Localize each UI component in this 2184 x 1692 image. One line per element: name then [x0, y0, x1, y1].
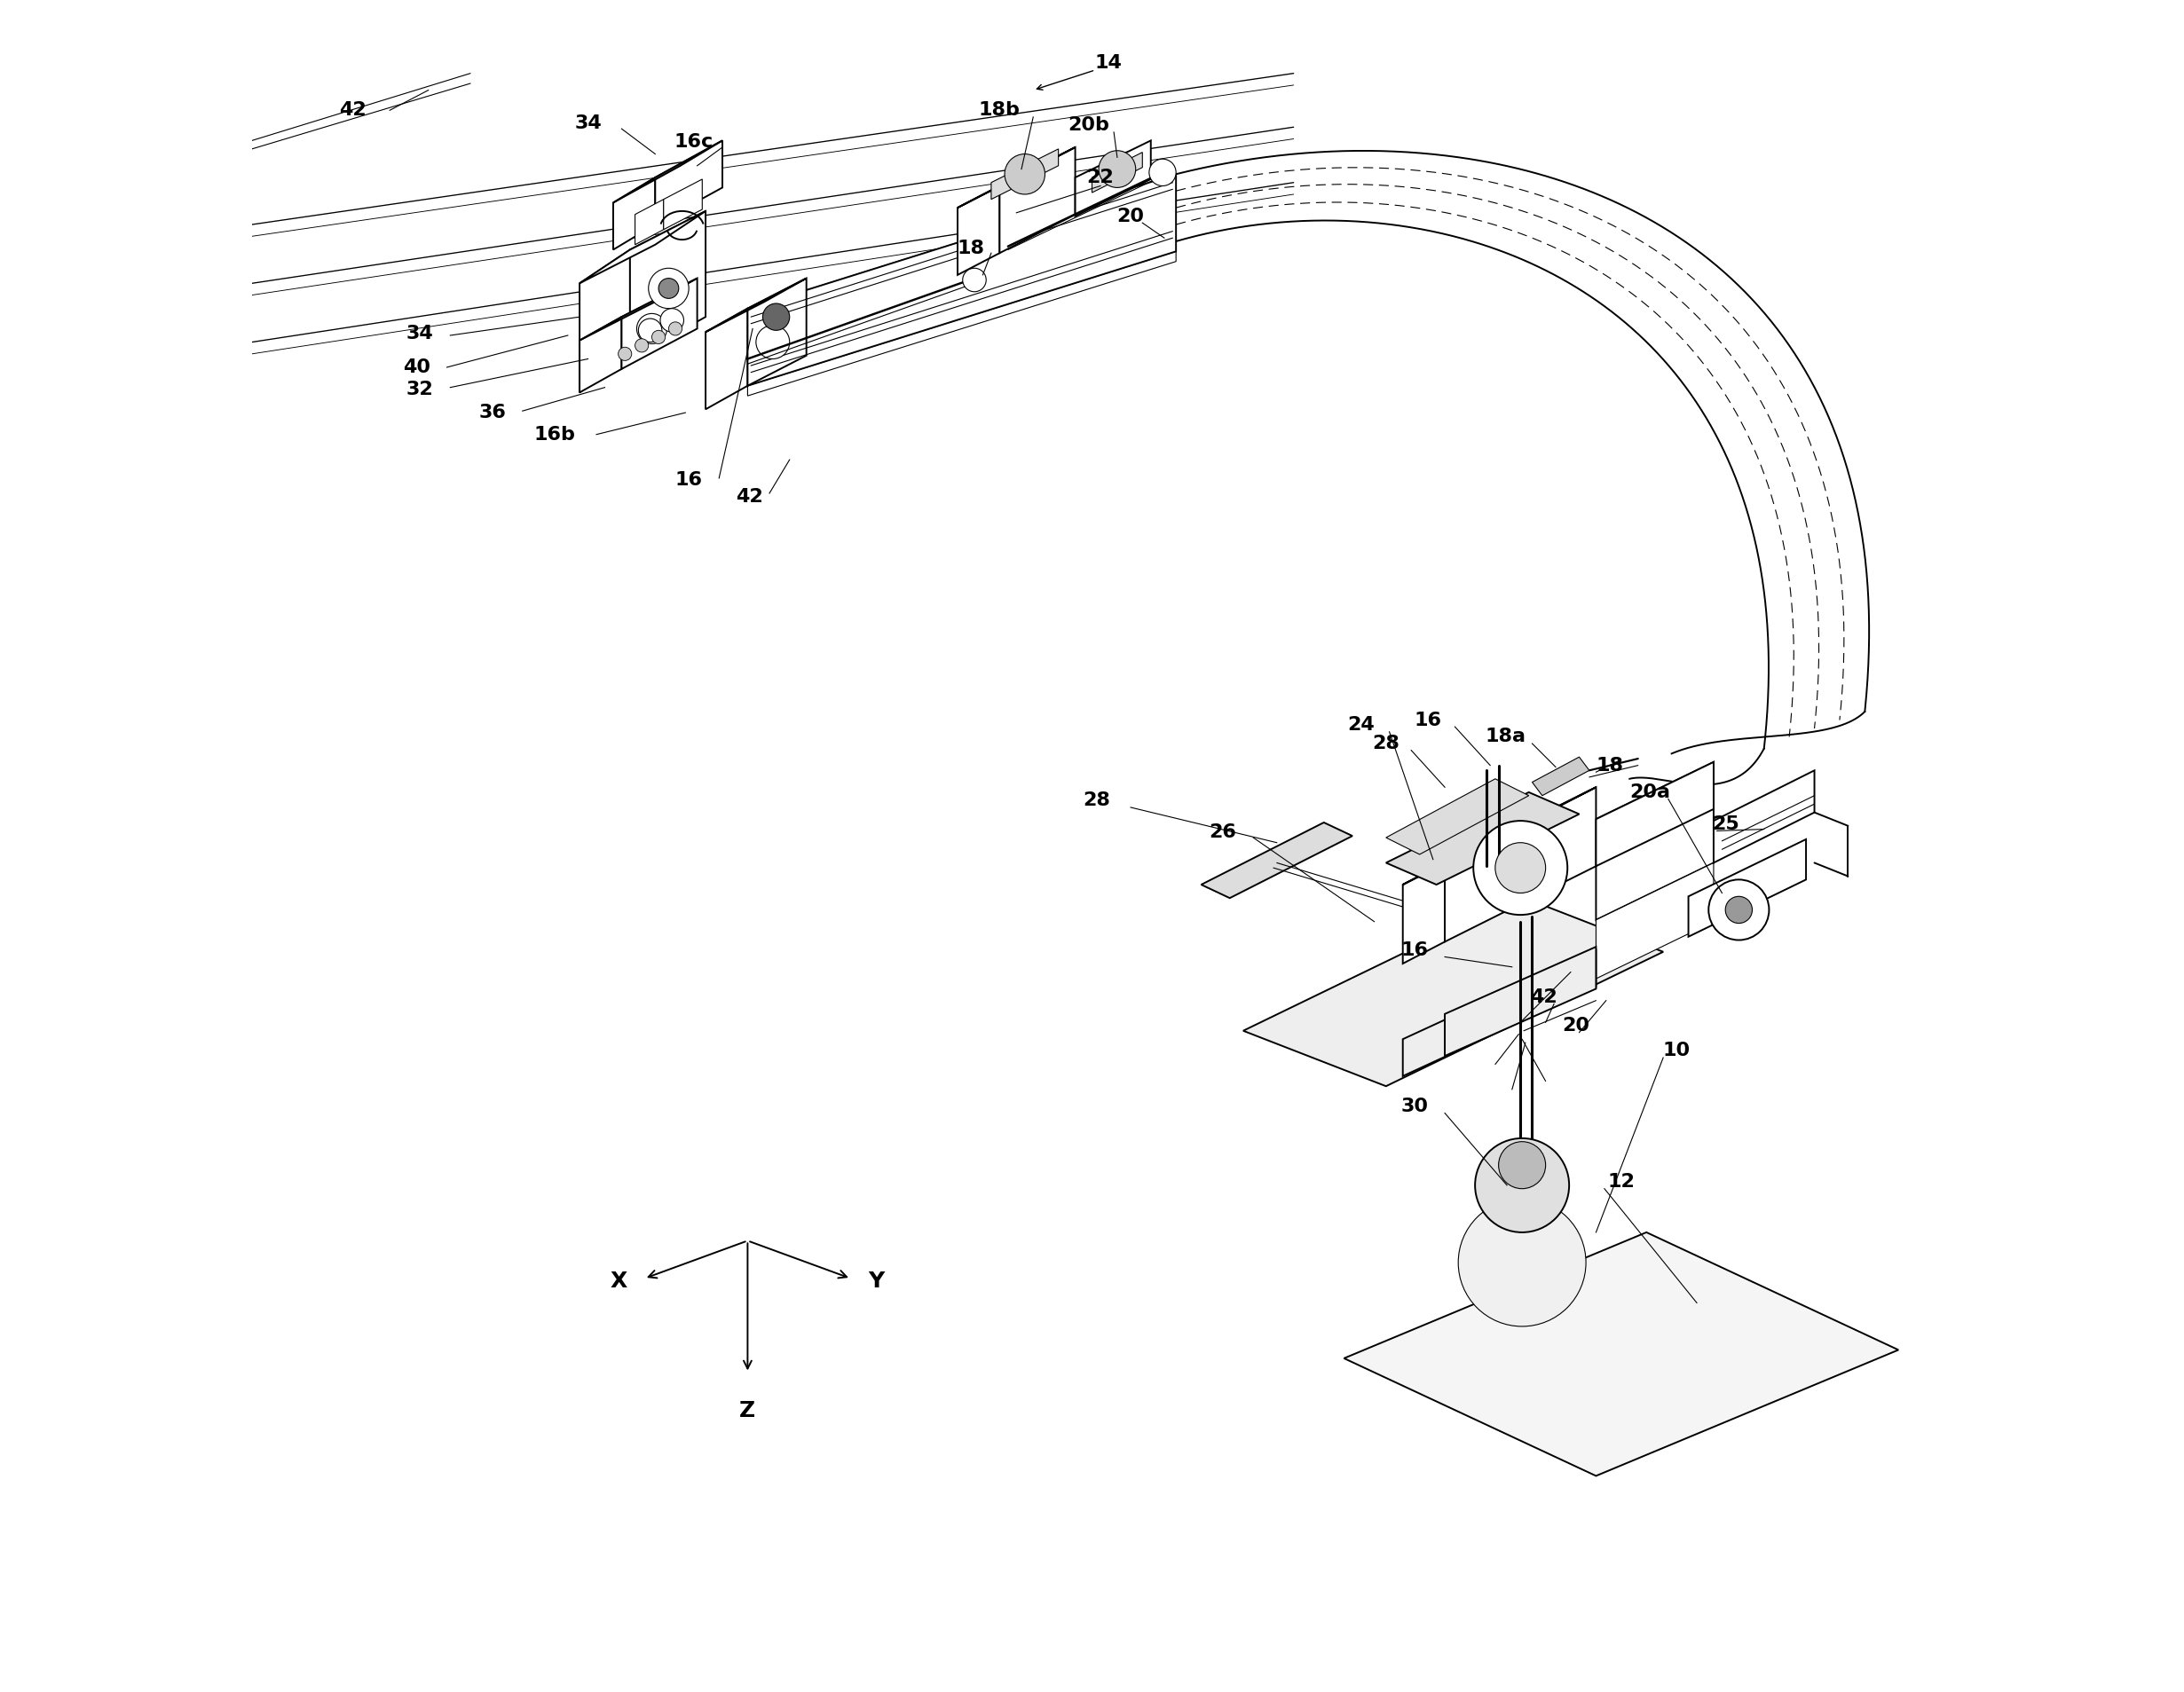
- Text: 18: 18: [957, 239, 985, 257]
- Text: 32: 32: [406, 381, 435, 398]
- Polygon shape: [1597, 863, 1714, 978]
- Polygon shape: [1533, 756, 1590, 795]
- Text: 16: 16: [675, 470, 703, 489]
- Polygon shape: [579, 212, 705, 283]
- Text: Y: Y: [867, 1271, 885, 1291]
- Polygon shape: [622, 277, 697, 369]
- Text: 28: 28: [1083, 792, 1112, 809]
- Text: 12: 12: [1607, 1173, 1636, 1191]
- Circle shape: [618, 347, 631, 360]
- Polygon shape: [957, 186, 1000, 274]
- Circle shape: [660, 277, 679, 298]
- Circle shape: [756, 325, 791, 359]
- Circle shape: [1474, 1139, 1568, 1232]
- Polygon shape: [579, 316, 622, 393]
- Polygon shape: [1243, 897, 1664, 1086]
- Circle shape: [1005, 154, 1044, 195]
- Polygon shape: [1688, 839, 1806, 937]
- Polygon shape: [1446, 948, 1597, 1056]
- Circle shape: [660, 308, 684, 332]
- Text: 30: 30: [1400, 1098, 1428, 1115]
- Text: 16c: 16c: [675, 134, 714, 151]
- Text: 14: 14: [1094, 54, 1123, 73]
- Polygon shape: [1000, 147, 1075, 254]
- Text: 16b: 16b: [533, 426, 574, 443]
- Polygon shape: [705, 277, 806, 332]
- Text: 20a: 20a: [1629, 783, 1671, 800]
- Text: 28: 28: [1372, 734, 1400, 753]
- Polygon shape: [614, 178, 655, 250]
- Polygon shape: [1597, 761, 1714, 920]
- Text: 34: 34: [406, 325, 435, 342]
- Polygon shape: [1387, 778, 1529, 854]
- Polygon shape: [1446, 787, 1597, 942]
- Polygon shape: [664, 179, 703, 230]
- Text: 34: 34: [574, 115, 601, 132]
- Circle shape: [1474, 821, 1568, 915]
- Circle shape: [1459, 1198, 1586, 1327]
- Circle shape: [1496, 843, 1546, 893]
- Polygon shape: [636, 200, 664, 245]
- Text: 25: 25: [1712, 816, 1738, 832]
- Circle shape: [638, 313, 666, 343]
- Polygon shape: [705, 308, 747, 409]
- Polygon shape: [747, 174, 1175, 318]
- Polygon shape: [1597, 761, 1714, 866]
- Polygon shape: [747, 252, 1175, 396]
- Text: 18a: 18a: [1485, 728, 1527, 746]
- Circle shape: [649, 269, 688, 308]
- Polygon shape: [579, 277, 697, 340]
- Text: 20: 20: [1116, 206, 1144, 225]
- Text: 42: 42: [339, 102, 367, 118]
- Circle shape: [636, 338, 649, 352]
- Text: X: X: [612, 1271, 627, 1291]
- Polygon shape: [957, 147, 1075, 208]
- Text: 40: 40: [402, 359, 430, 376]
- Polygon shape: [1075, 140, 1151, 217]
- Text: 36: 36: [478, 404, 507, 421]
- Circle shape: [1149, 159, 1175, 186]
- Polygon shape: [1402, 863, 1446, 963]
- Polygon shape: [1343, 1232, 1898, 1475]
- Polygon shape: [1092, 152, 1142, 193]
- Text: 24: 24: [1348, 716, 1374, 734]
- Text: 42: 42: [736, 487, 762, 506]
- Circle shape: [668, 321, 681, 335]
- Polygon shape: [1402, 787, 1597, 885]
- Circle shape: [1099, 151, 1136, 188]
- Circle shape: [651, 330, 666, 343]
- Text: 20b: 20b: [1068, 117, 1109, 134]
- Polygon shape: [579, 250, 629, 393]
- Polygon shape: [614, 140, 723, 203]
- Circle shape: [762, 303, 791, 330]
- Polygon shape: [1714, 770, 1815, 863]
- Polygon shape: [1387, 792, 1579, 885]
- Text: 20: 20: [1562, 1017, 1590, 1034]
- Polygon shape: [747, 277, 806, 386]
- Text: 18b: 18b: [978, 102, 1020, 118]
- Text: 16: 16: [1415, 711, 1441, 729]
- Polygon shape: [747, 174, 1175, 386]
- Polygon shape: [629, 212, 705, 359]
- Text: 10: 10: [1662, 1042, 1690, 1059]
- Polygon shape: [1402, 951, 1597, 1076]
- Circle shape: [963, 269, 987, 291]
- Text: 16: 16: [1400, 941, 1428, 959]
- Circle shape: [1725, 897, 1752, 924]
- Text: 42: 42: [1531, 988, 1557, 1007]
- Text: Z: Z: [740, 1401, 756, 1421]
- Text: 26: 26: [1210, 824, 1236, 841]
- Circle shape: [1708, 880, 1769, 941]
- Polygon shape: [655, 140, 723, 225]
- Circle shape: [1498, 1142, 1546, 1189]
- Text: 22: 22: [1088, 169, 1114, 186]
- Circle shape: [638, 318, 662, 342]
- Polygon shape: [1201, 822, 1352, 898]
- Polygon shape: [992, 149, 1059, 200]
- Text: 18: 18: [1597, 756, 1623, 775]
